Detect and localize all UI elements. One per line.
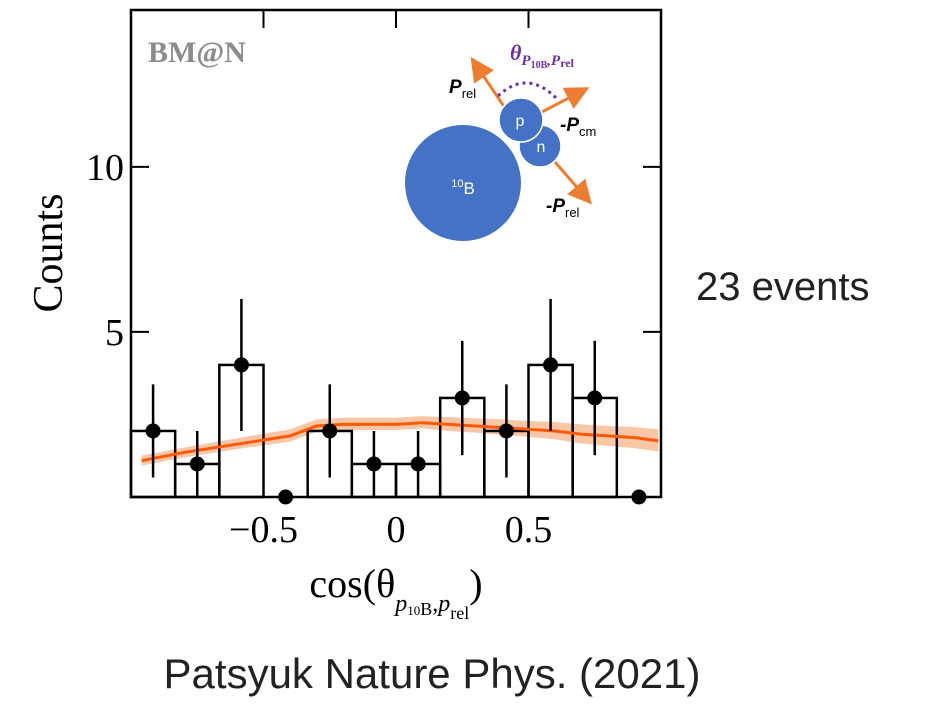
minus-p-cm-label: -Pcm — [560, 115, 596, 139]
label-part: B — [541, 60, 548, 71]
data-point — [498, 423, 514, 439]
x-tick-label: 0.5 — [505, 509, 553, 551]
inset-diagram: 10B p n Prel -Pcm -Prel θP10B,Prel — [405, 40, 596, 241]
arrow — [553, 161, 592, 205]
label-part: 10 — [407, 603, 420, 618]
side-note: 23 events — [696, 265, 869, 309]
label-part: -P — [560, 115, 579, 136]
data-point — [233, 357, 249, 373]
y-tick-label: 5 — [105, 312, 124, 354]
label-part: cos(θ — [309, 561, 395, 606]
data-point — [366, 456, 382, 472]
arrow — [539, 87, 590, 115]
proton — [498, 97, 544, 143]
y-axis-title: Counts — [26, 193, 72, 312]
data-point — [543, 357, 559, 373]
data-point — [322, 423, 338, 439]
label-part: θ — [510, 40, 522, 65]
label-part: p — [393, 591, 407, 617]
data-point — [587, 390, 603, 406]
y-tick-label: 10 — [86, 147, 124, 189]
nucleus — [405, 125, 521, 241]
label-part: B — [420, 599, 432, 619]
label-part: 10 — [531, 60, 541, 71]
label-part: , — [546, 53, 551, 69]
label-part: rel — [565, 205, 580, 220]
label-part: P — [449, 77, 462, 98]
citation: Patsyuk Nature Phys. (2021) — [164, 650, 701, 697]
label-part: rel — [462, 86, 477, 101]
label-part: P — [521, 53, 531, 69]
fit-line — [141, 421, 659, 463]
data-point — [410, 456, 426, 472]
x-tick-label: −0.5 — [229, 509, 298, 551]
label-part: rel — [560, 56, 574, 70]
nucleus-label: 10B — [451, 178, 475, 198]
minus-p-rel-label: -Prel — [546, 196, 580, 220]
p-rel-label: Prel — [449, 77, 476, 101]
label-part: p — [436, 591, 450, 617]
proton-label: p — [516, 113, 525, 130]
experiment-label: BM@N — [148, 36, 246, 69]
x-tick-label: 0 — [387, 509, 406, 551]
label-part: B — [463, 179, 474, 198]
x-axis-title: cos(θp10B,prel) — [309, 561, 482, 623]
label-part: P — [551, 53, 561, 69]
label-part: , — [432, 591, 438, 617]
angle-arc — [496, 81, 560, 102]
label-part: cm — [579, 124, 596, 139]
data-point — [145, 423, 161, 439]
angle-label: θP10B,Prel — [510, 40, 575, 71]
label-part: 10 — [451, 178, 463, 190]
label-part: -P — [546, 196, 565, 217]
neutron-label: n — [537, 139, 546, 156]
arrow — [470, 57, 507, 109]
data-point — [189, 456, 205, 472]
data-point — [454, 390, 470, 406]
label-part: rel — [450, 603, 469, 623]
label-part: ) — [469, 561, 482, 606]
